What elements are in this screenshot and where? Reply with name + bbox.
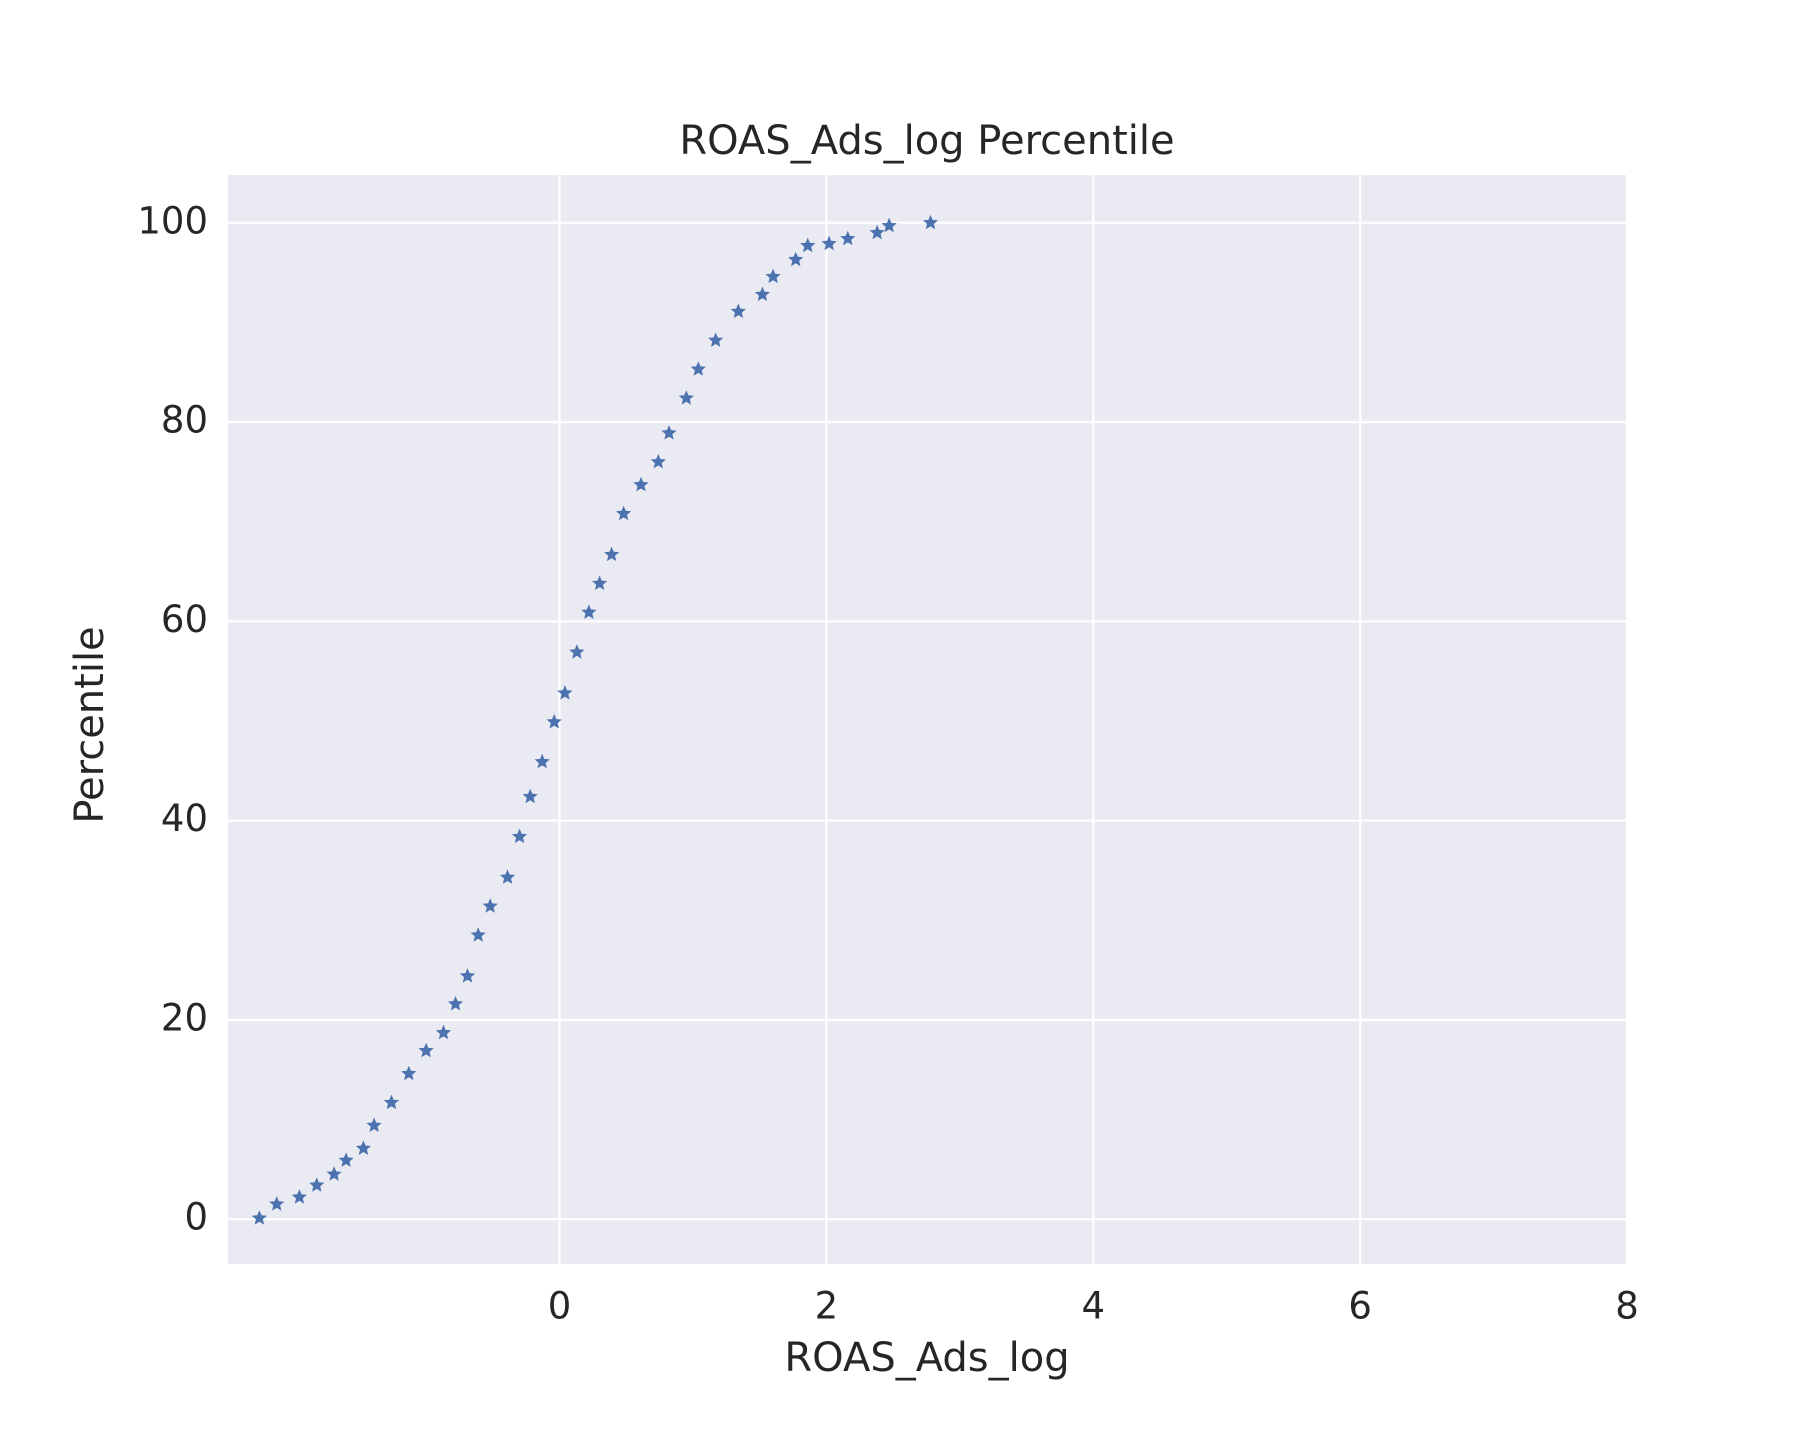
data-point — [569, 644, 585, 659]
chart-title: ROAS_Ads_log Percentile — [679, 118, 1174, 164]
data-point — [730, 303, 746, 318]
y-tick-label: 0 — [184, 1196, 208, 1239]
data-point — [840, 230, 856, 246]
data-point — [366, 1117, 382, 1132]
data-point — [309, 1177, 325, 1192]
data-point — [633, 476, 649, 492]
data-point — [269, 1196, 285, 1211]
data-point — [592, 575, 608, 590]
x-tick-label: 6 — [1348, 1285, 1372, 1328]
data-point — [557, 685, 573, 700]
data-point — [511, 828, 528, 843]
data-point — [581, 604, 597, 619]
x-tick-label: 2 — [815, 1285, 839, 1328]
y-tick-label: 20 — [161, 996, 208, 1039]
y-tick-label: 100 — [137, 199, 208, 242]
data-point — [765, 268, 781, 284]
y-tick-label: 60 — [161, 598, 208, 641]
data-point — [435, 1024, 452, 1040]
x-tick-label: 8 — [1615, 1285, 1639, 1328]
y-tick-label: 40 — [161, 797, 208, 840]
data-point — [338, 1152, 354, 1167]
data-point — [470, 927, 486, 942]
data-point — [678, 390, 694, 405]
data-point — [821, 235, 837, 251]
data-point — [383, 1094, 400, 1110]
data-point — [522, 788, 538, 804]
data-point — [291, 1189, 307, 1204]
data-point — [546, 714, 562, 729]
data-point — [922, 214, 939, 230]
data-point — [616, 505, 632, 521]
data-point — [459, 968, 476, 983]
data-point — [650, 453, 666, 469]
plot-background — [228, 175, 1627, 1264]
data-point — [482, 898, 498, 913]
data-point — [355, 1140, 371, 1155]
x-tick-label: 4 — [1082, 1285, 1106, 1328]
data-point — [447, 996, 464, 1011]
data-point — [251, 1210, 267, 1225]
data-point — [604, 546, 620, 562]
y-axis-label: Percentile — [67, 626, 113, 823]
data-point — [534, 753, 550, 769]
data-point — [690, 361, 706, 376]
data-point — [800, 237, 816, 253]
y-tick-label: 80 — [161, 399, 208, 442]
data-point — [401, 1065, 417, 1081]
data-point — [499, 869, 516, 884]
data-point — [661, 425, 677, 440]
data-point — [869, 224, 885, 240]
data-point — [754, 286, 770, 301]
x-tick-label: 0 — [548, 1285, 572, 1328]
data-point — [708, 332, 724, 347]
data-point — [788, 251, 804, 267]
data-point — [881, 217, 897, 233]
x-axis-label: ROAS_Ads_log — [784, 1335, 1069, 1381]
data-point — [326, 1166, 342, 1181]
data-point — [418, 1042, 434, 1058]
